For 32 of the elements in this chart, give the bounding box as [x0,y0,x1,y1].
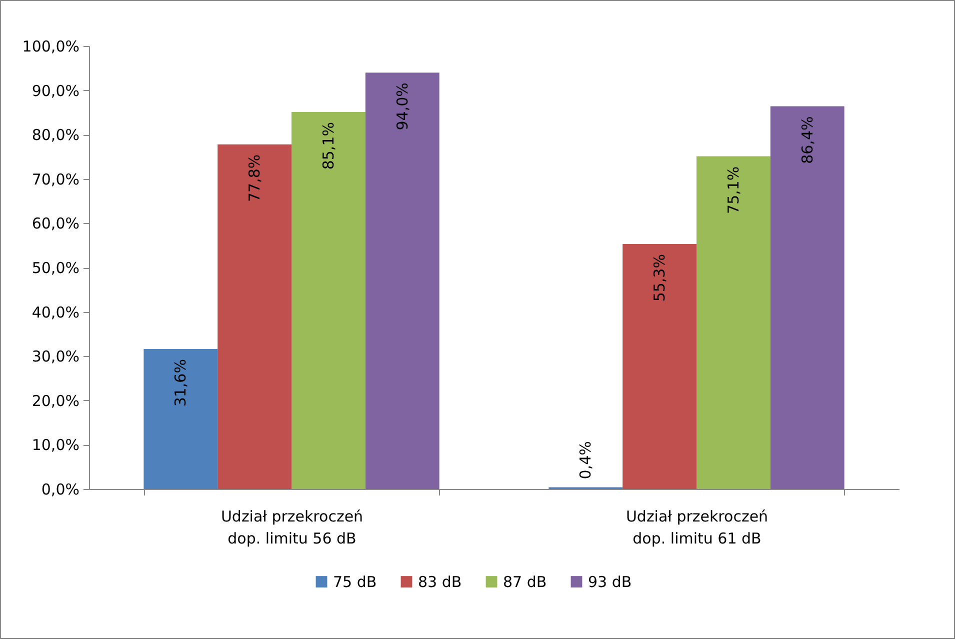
bar [696,156,770,489]
y-tick-label: 30,0% [32,348,80,366]
bar [144,349,218,489]
y-tick-label: 40,0% [32,303,80,322]
y-tick-label: 20,0% [32,392,80,410]
data-label: 85,1% [319,122,338,170]
data-label: 0,4% [576,441,595,480]
data-label: 55,3% [650,254,669,302]
bar [770,106,844,489]
legend-label: 83 dB [418,572,462,591]
x-tick-label: Udział przekroczeń dop. limitu 61 dB [626,508,768,548]
y-tick-label: 0,0% [41,480,80,498]
y-tick-label: 80,0% [32,126,80,144]
x-tick-label: Udział przekroczeń dop. limitu 56 dB [220,508,364,548]
bar [218,144,292,489]
y-tick-label: 50,0% [32,259,80,277]
y-tick-label: 100,0% [22,38,80,56]
y-tick-label: 10,0% [32,436,80,454]
data-label: 75,1% [724,166,742,214]
data-label: 94,0% [393,82,412,130]
bar [365,72,440,489]
bar [292,112,366,489]
data-label: 86,4% [798,116,816,164]
legend-label: 75 dB [333,572,377,591]
legend-label: 87 dB [503,572,547,591]
y-tick-label: 60,0% [32,214,80,233]
legend-label: 93 dB [588,572,632,591]
bar [622,244,696,489]
data-label: 31,6% [172,359,190,407]
y-tick-label: 70,0% [32,170,80,188]
data-label: 77,8% [246,154,264,202]
y-tick-label: 90,0% [32,82,80,100]
